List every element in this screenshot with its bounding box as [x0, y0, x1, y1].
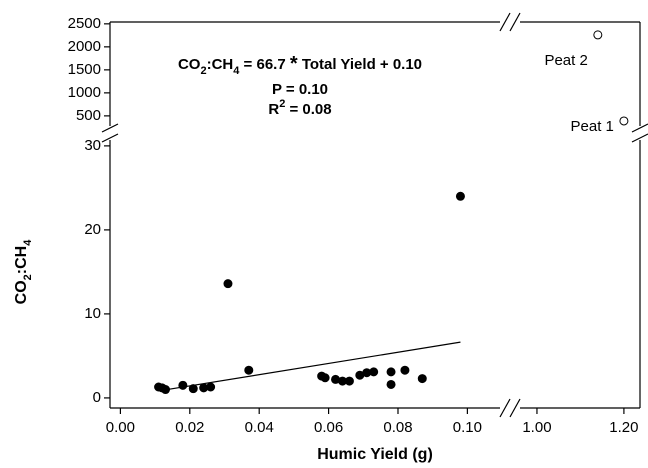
text-part: 4	[233, 65, 240, 77]
x-tick-label: 0.08	[383, 419, 412, 436]
data-point	[400, 365, 410, 375]
axis-break	[101, 133, 119, 143]
data-point	[161, 385, 171, 395]
annotation: CO2:CH4 = 66.7 * Total Yield + 0.10	[178, 53, 422, 77]
data-point	[188, 384, 198, 394]
text-part: CO	[13, 280, 30, 304]
axis-break	[631, 133, 648, 143]
text-part: :CH	[13, 246, 30, 274]
data-point	[344, 376, 354, 386]
text-part: :CH	[207, 56, 234, 73]
annotation: R2 = 0.08	[268, 98, 331, 118]
x-tick-label: 0.10	[453, 419, 482, 436]
x-tick-label: 0.06	[314, 419, 343, 436]
data-point	[223, 279, 233, 289]
x-tick-label: 0.00	[106, 419, 135, 436]
data-point	[206, 382, 216, 392]
data-point	[244, 365, 254, 375]
y-tick-label: 2500	[68, 15, 101, 32]
y-tick-label: 10	[84, 305, 101, 322]
text-part: R	[268, 101, 279, 118]
data-point	[593, 30, 603, 40]
y-tick-label: 20	[84, 221, 101, 238]
data-point	[455, 191, 465, 201]
data-point	[178, 380, 188, 390]
axis-break	[101, 123, 119, 133]
text-part: = 0.08	[285, 101, 331, 118]
y-tick-label: 1500	[68, 61, 101, 78]
fit-line	[158, 341, 461, 392]
axis-break	[509, 12, 521, 32]
x-tick-label: 1.00	[522, 419, 551, 436]
text-part: 2	[279, 98, 285, 110]
text-part: CO	[178, 56, 201, 73]
annotation: CO2:CH4	[13, 239, 34, 305]
x-tick-label: 0.02	[175, 419, 204, 436]
text-part: P = 0.10	[272, 81, 328, 98]
data-point	[386, 367, 396, 377]
y-tick-label: 1000	[68, 84, 101, 101]
text-part: 2	[200, 65, 206, 77]
axis-break	[631, 123, 648, 133]
data-point	[320, 373, 330, 383]
axis-break	[509, 398, 521, 418]
x-tick-label: 0.04	[245, 419, 274, 436]
text-part: Total Yield + 0.10	[298, 56, 422, 73]
data-point	[417, 374, 427, 384]
axis-break	[499, 398, 511, 418]
text-part: 4	[22, 239, 34, 246]
x-tick-label: 1.20	[609, 419, 638, 436]
axis-break	[499, 12, 511, 32]
point-label: Peat 1	[571, 118, 614, 135]
text-part: = 66.7	[239, 56, 289, 73]
x-axis-label: Humic Yield (g)	[317, 446, 433, 463]
y-tick-label: 30	[84, 137, 101, 154]
data-point	[619, 116, 629, 126]
y-tick-label: 2000	[68, 38, 101, 55]
data-point	[386, 379, 396, 389]
y-tick-label: 500	[76, 107, 101, 124]
point-label: Peat 2	[544, 52, 587, 69]
annotation: P = 0.10	[272, 81, 328, 98]
y-tick-label: 0	[93, 389, 101, 406]
text-part: 2	[22, 274, 34, 280]
data-point	[369, 367, 379, 377]
text-part: *	[290, 53, 298, 75]
